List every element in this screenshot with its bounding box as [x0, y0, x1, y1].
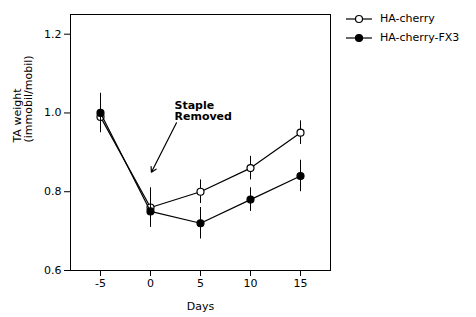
svg-text:15: 15 — [294, 277, 308, 290]
svg-text:-5: -5 — [95, 277, 106, 290]
svg-text:1.2: 1.2 — [44, 28, 62, 41]
svg-text:1.0: 1.0 — [44, 106, 62, 119]
svg-text:0.8: 0.8 — [44, 185, 62, 198]
svg-text:TA weight(immobil/mobil): TA weight(immobil/mobil) — [11, 55, 35, 143]
svg-text:0.6: 0.6 — [44, 264, 62, 277]
svg-text:StapleRemoved: StapleRemoved — [175, 99, 232, 123]
svg-text:Days: Days — [187, 300, 215, 313]
html-text:HA-cherry-FX3: HA-cherry-FX3 — [380, 31, 460, 44]
svg-text:5: 5 — [197, 277, 204, 290]
html-text:HA-cherry: HA-cherry — [380, 12, 435, 25]
svg-text:10: 10 — [244, 277, 258, 290]
svg-text:0: 0 — [147, 277, 154, 290]
